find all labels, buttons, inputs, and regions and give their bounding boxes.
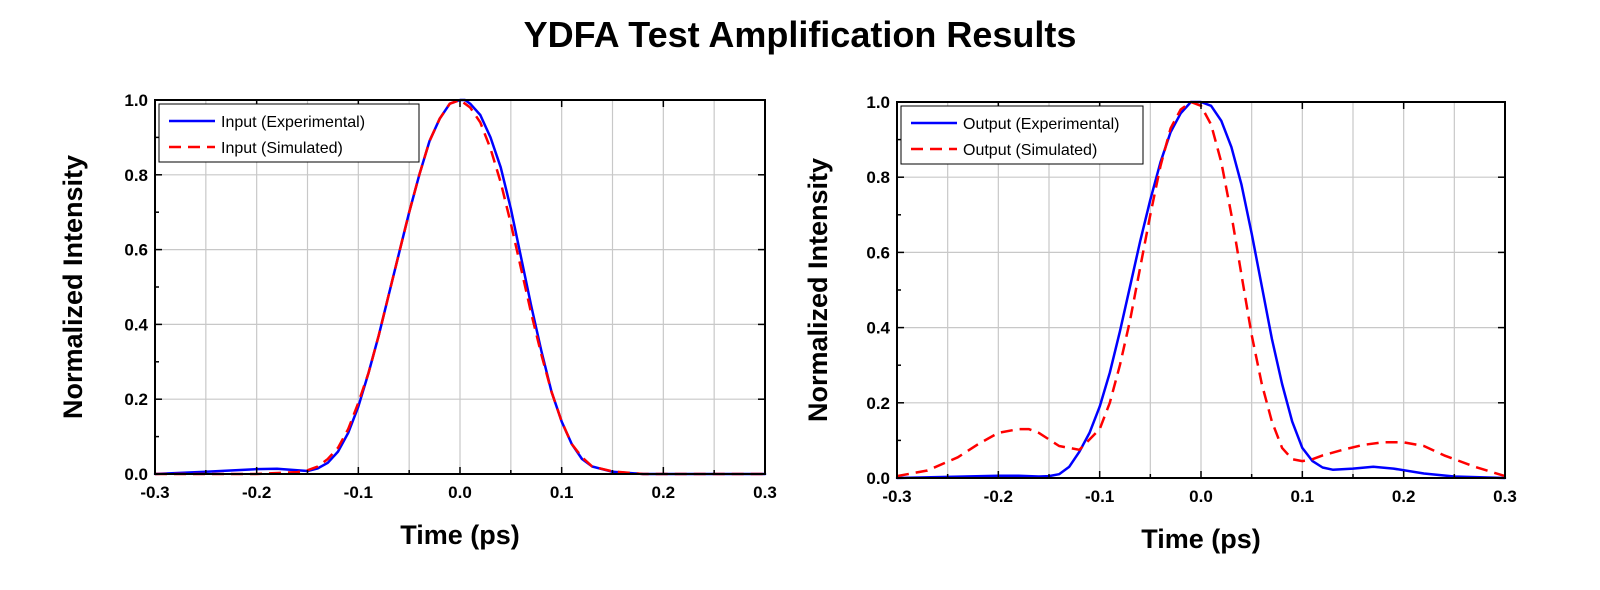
x-tick-label: -0.2 [984,487,1013,506]
legend-box [158,103,420,163]
y-tick-label: 0.0 [866,469,890,488]
legend-label: Input (Experimental) [221,114,365,131]
y-tick-label: 0.6 [124,241,148,260]
output-pulse-chart: -0.3 -0.2 -0.1 0.0 0.1 0.2 0.3 0.0 0.2 0.4 0.6 0.8 1… [803,93,1517,554]
y-tick-label: 0.4 [866,319,890,338]
y-tick-label: 0.8 [124,166,148,185]
legend-label: Output (Experimental) [963,116,1120,133]
x-tick-label: 0.3 [1493,487,1517,506]
x-tick-label: 0.1 [1291,487,1315,506]
chart-title: YDFA Test Amplification Results [523,14,1077,55]
x-tick-label: 0.1 [550,483,574,502]
y-tick-label: 0.6 [866,243,890,262]
legend-label: Input (Simulated) [221,140,343,157]
legend: Input (Experimental) Input (Simulated) [158,103,420,163]
grid [897,102,1505,478]
x-axis-title: Time (ps) [400,520,520,550]
x-tick-label: 0.3 [753,483,777,502]
y-tick-label: 0.2 [866,394,890,413]
x-axis-title: Time (ps) [1141,524,1261,554]
x-tick-label: 0.0 [1189,487,1213,506]
x-tick-label: -0.3 [140,483,169,502]
input-pulse-chart: -0.3 -0.2 -0.1 0.0 0.1 0.2 0.3 0.0 0.2 0.4 0.6 0.8 1… [58,91,777,550]
y-tick-label: 0.8 [866,168,890,187]
y-tick-label: 1.0 [124,91,148,110]
grid [155,100,765,474]
legend: Output (Experimental) Output (Simulated) [900,105,1144,165]
y-tick-label: 0.2 [124,390,148,409]
x-tick-label: 0.0 [448,483,472,502]
x-tick-label: -0.1 [1085,487,1114,506]
x-tick-label: 0.2 [1392,487,1416,506]
x-tick-label: -0.3 [882,487,911,506]
legend-label: Output (Simulated) [963,142,1097,159]
series-line-2 [155,98,765,476]
x-tick-label: -0.2 [242,483,271,502]
x-tick-label: -0.1 [344,483,373,502]
y-axis-title: Normalized Intensity [58,155,88,419]
y-tick-label: 1.0 [866,93,890,112]
x-tick-label: 0.2 [652,483,676,502]
y-axis-title: Normalized Intensity [803,158,833,422]
y-tick-label: 0.0 [124,465,148,484]
y-tick-label: 0.4 [124,315,148,334]
legend-box [900,105,1144,165]
